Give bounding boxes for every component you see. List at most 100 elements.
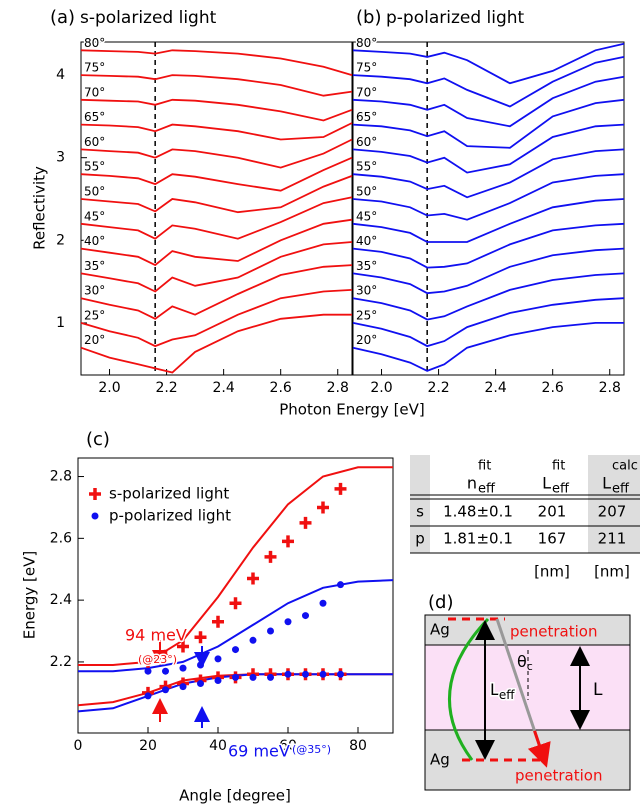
table-cell: 201 bbox=[538, 503, 567, 521]
legend-label: s-polarized light bbox=[109, 485, 229, 503]
spectrum-line bbox=[80, 196, 353, 240]
data-point bbox=[162, 667, 169, 675]
data-point bbox=[144, 692, 152, 700]
spectrum-line bbox=[80, 98, 353, 122]
annotation: (@23°) bbox=[138, 653, 177, 666]
theta-sub: c bbox=[527, 660, 533, 673]
angle-label: 55° bbox=[84, 160, 105, 174]
data-point bbox=[267, 673, 274, 681]
x-tick-label: 2.4 bbox=[484, 380, 506, 396]
ag-label: Ag bbox=[430, 621, 450, 639]
header-base: n bbox=[467, 474, 477, 493]
table-cell: 1.81±0.1 bbox=[443, 530, 513, 548]
spectrum-line bbox=[80, 241, 353, 293]
angle-label: 30° bbox=[356, 284, 377, 298]
panel-title: s-polarized light bbox=[80, 8, 217, 28]
x-tick-label: 2.6 bbox=[542, 380, 564, 396]
angle-label: 80° bbox=[356, 36, 377, 50]
penetration-label: penetration bbox=[510, 623, 597, 641]
spectrum-line bbox=[352, 123, 625, 174]
annotation: (@35°) bbox=[292, 743, 331, 756]
angle-label: 40° bbox=[356, 234, 377, 248]
x-axis-label: Angle [degree] bbox=[179, 787, 291, 805]
data-point bbox=[317, 501, 329, 514]
data-point bbox=[302, 670, 309, 678]
data-point bbox=[247, 572, 259, 585]
spectrum-line bbox=[80, 218, 353, 267]
unit-label: [nm] bbox=[534, 563, 570, 581]
angle-label: 75° bbox=[84, 61, 105, 75]
data-point bbox=[142, 655, 154, 668]
data-point bbox=[159, 649, 172, 662]
angle-label: 75° bbox=[356, 61, 377, 75]
spectrum-line bbox=[352, 42, 625, 85]
data-point bbox=[299, 516, 312, 529]
y-tick-label: 2.4 bbox=[50, 592, 72, 608]
panel: (b) p-polarized light 2.0 2.2 2.4 2.6 2.8 20° 25… bbox=[352, 7, 625, 396]
y-tick-label: 4 bbox=[56, 67, 65, 83]
x-tick-label: 2.8 bbox=[327, 380, 349, 396]
annotation: 94 meV bbox=[125, 626, 187, 645]
spectrum-line bbox=[80, 313, 352, 374]
data-point bbox=[232, 673, 239, 681]
x-tick-label: 2.2 bbox=[427, 380, 449, 396]
x-tick-label: 0 bbox=[74, 738, 83, 754]
spectrum-line bbox=[352, 148, 625, 199]
data-point bbox=[302, 612, 309, 620]
table-cell: 207 bbox=[598, 503, 627, 521]
panel-title: p-polarized light bbox=[386, 8, 525, 28]
angle-label: 20° bbox=[356, 333, 377, 347]
x-tick-label: 20 bbox=[139, 738, 157, 754]
panel-label: (b) bbox=[356, 7, 381, 28]
theta-label: θc bbox=[517, 652, 533, 674]
x-axis-label: Photon Energy [eV] bbox=[279, 401, 425, 419]
plot-frame bbox=[77, 457, 394, 734]
panel-label: (c) bbox=[86, 429, 110, 450]
data-point bbox=[214, 676, 222, 684]
angle-label: 45° bbox=[84, 209, 105, 223]
header-base: L bbox=[542, 474, 551, 493]
spectrum-line bbox=[80, 49, 353, 76]
spectrum-line bbox=[80, 156, 353, 192]
x-tick-label: 2.8 bbox=[599, 380, 621, 396]
y-tick-label: 3 bbox=[56, 150, 65, 166]
angle-label: 80° bbox=[84, 36, 105, 50]
spectrum-line bbox=[352, 297, 625, 348]
l-eff-label: Leff bbox=[490, 680, 515, 702]
angle-label: 40° bbox=[84, 234, 105, 248]
data-point bbox=[179, 664, 187, 672]
y-tick-label: 1 bbox=[56, 315, 65, 331]
data-point bbox=[319, 599, 327, 607]
data-point bbox=[197, 680, 204, 688]
data-point bbox=[282, 535, 294, 548]
spectrum-line bbox=[80, 74, 353, 97]
data-point bbox=[264, 550, 277, 563]
data-point bbox=[197, 661, 204, 669]
angle-label: 65° bbox=[84, 110, 105, 124]
data-point bbox=[194, 631, 207, 644]
x-tick-label: 2.0 bbox=[98, 380, 120, 396]
header-sub: eff bbox=[552, 482, 570, 497]
table-cell: 167 bbox=[538, 530, 567, 548]
spectrum-line bbox=[352, 198, 625, 243]
table-cell: s bbox=[416, 503, 424, 521]
angle-label: 35° bbox=[84, 259, 105, 273]
x-tick-label: 2.2 bbox=[155, 380, 177, 396]
ag-label: Ag bbox=[430, 751, 450, 769]
data-point bbox=[162, 686, 169, 694]
angle-label: 50° bbox=[84, 184, 105, 198]
spectrum-line bbox=[80, 138, 353, 169]
spectrum-line bbox=[352, 272, 625, 321]
l-eff-base: L bbox=[490, 680, 499, 699]
spectrum-line bbox=[352, 247, 625, 295]
data-point bbox=[284, 618, 292, 626]
unit-label: [nm] bbox=[594, 563, 630, 581]
y-tick-label: 2 bbox=[56, 232, 65, 248]
penetration-label: penetration bbox=[515, 767, 602, 785]
y-axis-label: Reflectivity bbox=[31, 166, 49, 250]
data-point bbox=[284, 670, 292, 678]
spectrum-line bbox=[80, 122, 353, 141]
spectrum-line bbox=[80, 264, 353, 320]
